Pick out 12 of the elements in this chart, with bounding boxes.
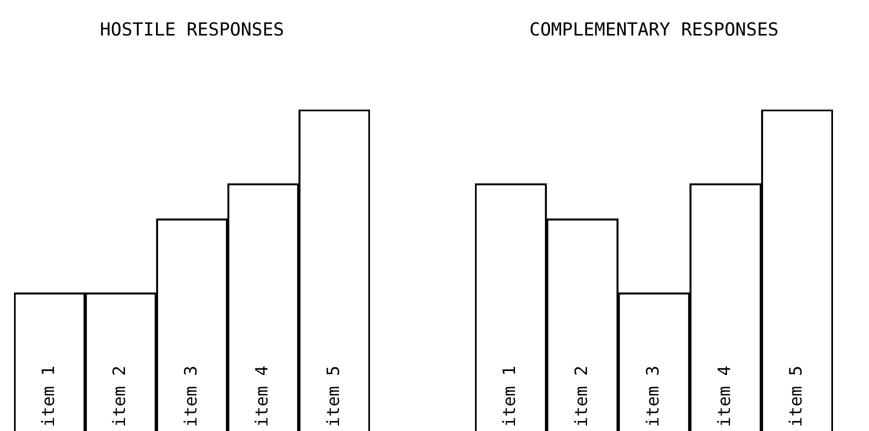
x-tick-label: item 5 [786,366,807,427]
x-tick-label: item 1 [39,366,60,427]
x-tick-label: item 2 [110,366,130,427]
chart-title: COMPLEMENTARY RESPONSES [529,19,779,40]
x-tick-label: item 5 [324,366,344,427]
chart-title: HOSTILE RESPONSES [100,19,284,40]
x-tick-label: item 2 [572,366,592,427]
x-tick-label: item 3 [181,366,202,427]
x-tick-label: item 4 [252,366,273,427]
x-tick-label: item 4 [715,366,736,427]
x-tick-label: item 3 [643,366,664,427]
x-tick-label: item 1 [500,366,520,427]
